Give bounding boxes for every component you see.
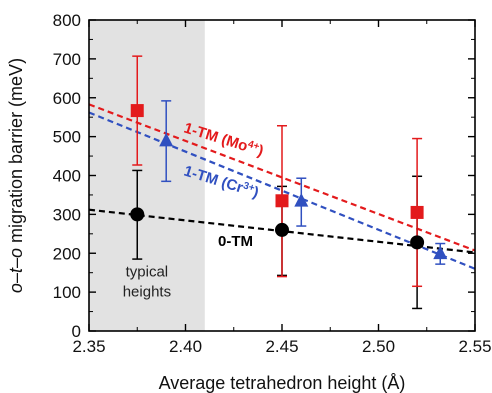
x-tick-label: 2.50 [362,337,395,356]
y-tick-label: 400 [53,167,81,186]
data-point-triangle [433,245,448,260]
y-tick-label: 300 [53,205,81,224]
x-tick-label: 2.45 [265,337,298,356]
data-point-circle [130,207,145,222]
y-axis-title-part: t [6,267,26,273]
y-axis-title-part: – [6,258,26,268]
data-point-triangle [159,132,174,147]
y-tick-label: 700 [53,50,81,69]
series-label-close: ) [251,184,261,202]
y-axis-title-part: o [6,248,26,258]
data-markers [130,104,448,260]
y-tick-label: 600 [53,89,81,108]
series-label-text: 0-TM [218,233,253,250]
series-label-close: ) [256,142,266,160]
x-axis-ticks: 2.35 2.40 2.45 2.50 2.55 [72,20,492,356]
data-point-triangle [294,192,309,207]
y-axis-ticks: 0 100 200 300 400 500 600 700 800 [53,11,475,341]
series-label-superscript: 4+ [247,138,261,152]
x-tick-label: 2.55 [458,337,491,356]
series-label-superscript: 3+ [242,180,256,194]
y-axis-title: o–t–o migration barrier (meV) [6,58,26,293]
x-tick-label: 2.35 [72,337,105,356]
shade-label-line2: heights [123,284,171,301]
y-tick-label: 200 [53,244,81,263]
data-point-circle [410,235,425,250]
shade-label-line1: typical [126,264,169,281]
y-tick-label: 500 [53,128,81,147]
y-tick-label: 800 [53,11,81,30]
data-point-circle [275,222,289,237]
y-tick-label: 100 [53,283,81,302]
y-tick-label: 0 [72,322,81,341]
y-axis-title-part: – [6,273,26,283]
x-tick-label: 2.40 [169,337,202,356]
y-axis-title-part: o [6,283,26,293]
y-axis-title-part: migration barrier (meV) [6,58,26,248]
trend-line [88,103,476,252]
shaded-typical-heights [89,20,205,331]
data-point-square [130,104,144,118]
x-axis-title: Average tetrahedron height (Å) [159,373,406,393]
series-label: 0-TM [218,233,253,250]
data-point-square [410,205,424,219]
data-point-square [275,194,289,208]
